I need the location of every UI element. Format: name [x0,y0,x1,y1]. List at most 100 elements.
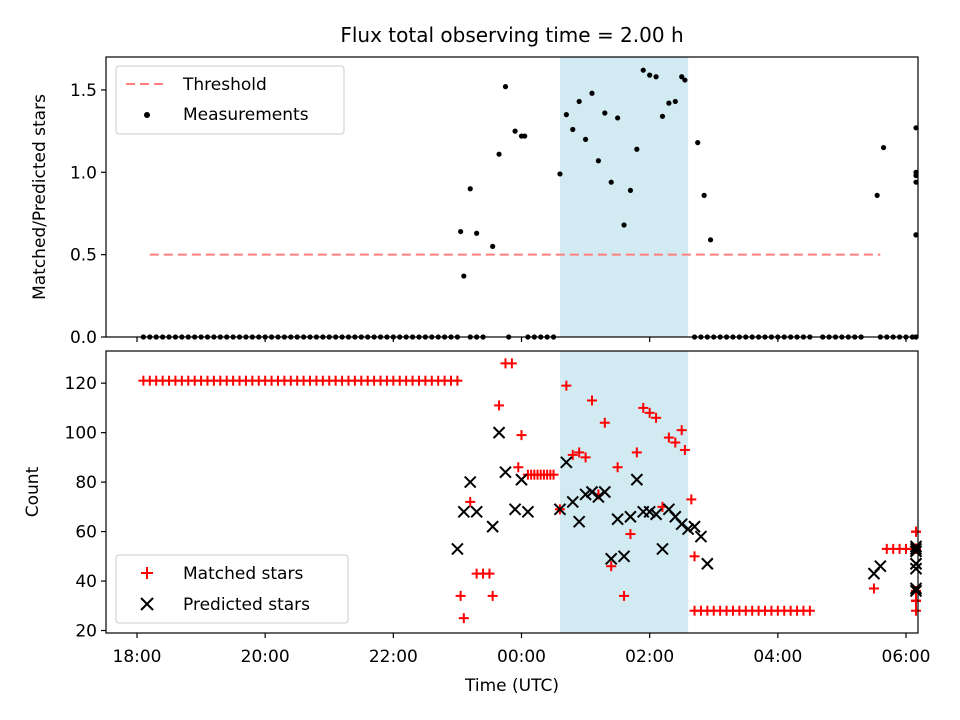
matched-star-point [506,358,517,369]
x-tick-label: 20:00 [241,647,290,667]
measurement-point [880,144,887,151]
matched-star-point [458,613,469,624]
x-tick-label: 06:00 [882,647,931,667]
predicted-star-point [464,475,477,489]
measurement-point [608,179,614,185]
predicted-star-point [624,510,637,523]
predicted-star-point [585,485,599,499]
predicted-star-point [579,488,592,501]
matched-star-point [548,469,559,480]
measurement-point [679,74,685,80]
matched-star-point [574,447,585,458]
measurement-point [461,273,467,279]
x-tick-label: 00:00 [497,647,546,667]
legend-measurements-label: Measurements [183,105,309,125]
measurement-point [570,126,576,133]
predicted-star-point [909,545,923,558]
ratio-legend-box [115,65,345,135]
measurement-point [615,115,621,121]
count-legend: Matched stars Predicted stars [115,554,349,624]
matched-star-point [561,380,572,391]
figure-title: Flux total observing time = 2.00 h [340,23,683,47]
ratio-panel: 0.0 0.5 1.0 1.5 Matched/Predicted stars Thr… [30,56,919,348]
measurement-point [458,228,464,235]
predicted-star-point [643,505,656,518]
predicted-star-point [681,522,695,536]
predicted-star-point [909,562,923,575]
predicted-star-point [605,552,618,565]
matched-star-point [911,526,921,537]
matched-star-point [804,605,815,616]
measurement-point [627,187,634,194]
ratio-legend: Threshold Measurements [115,65,345,135]
matched-star-point [911,595,921,606]
x-tick-label: 02:00 [625,647,674,667]
measurement-point [701,192,707,198]
matched-star-point [494,400,505,411]
matched-star-point [911,605,921,616]
predicted-star-point [457,505,471,518]
measurement-point [582,136,589,142]
predicted-star-point [909,542,923,556]
matched-star-point [580,452,591,463]
count-plot-frame [105,350,919,634]
legend-threshold-label: Threshold [182,75,267,95]
matched-star-point [679,444,690,455]
count-points [138,358,923,624]
measurement-point [647,72,653,78]
measurement-point [589,90,595,96]
ratio-y-tick-label: 0.5 [70,246,97,266]
matched-star-point [484,568,495,579]
matched-star-point [644,407,655,418]
predicted-star-point [486,520,499,533]
measurement-point [595,158,602,164]
measurement-point [707,237,714,243]
predicted-star-point [909,582,923,595]
predicted-star-point [515,473,528,486]
matched-star-point [689,551,700,562]
ratio-x-ticks [136,337,907,342]
count-y-tick-label: 80 [75,473,97,493]
legend-predicted-label: Predicted stars [183,595,310,615]
predicted-star-point [649,508,663,521]
x-tick-label: 04:00 [753,647,802,667]
x-tick-label: 22:00 [369,647,418,667]
ratio-y-tick-label: 1.0 [70,163,97,183]
measurement-point [640,67,646,73]
legend-measurements-swatch [144,112,150,118]
predicted-star-point [694,530,708,543]
legend-matched-label: Matched stars [183,564,303,584]
matched-star-point [868,583,879,594]
x-axis-label: Time (UTC) [464,676,559,696]
predicted-star-point [553,503,567,516]
predicted-star-point [572,515,586,528]
matched-star-point [606,561,617,572]
predicted-star-point [909,557,923,570]
measurement-point [666,100,672,106]
predicted-star-point [499,466,512,479]
predicted-star-point [874,560,887,573]
count-y-tick-label: 100 [65,424,97,444]
matched-star-point [686,494,697,505]
matched-star-point [619,590,630,601]
measurement-point [621,222,627,228]
matched-star-point [631,447,642,458]
predicted-star-point [521,505,535,518]
matched-star-point [599,417,610,428]
matched-star-point [670,437,681,448]
ratio-points [140,67,919,340]
matched-star-point [567,449,578,460]
predicted-star-point [617,550,631,563]
legend-matched-swatch [141,567,153,579]
predicted-star-point [560,456,573,469]
matched-star-point [516,430,527,441]
predicted-star-point [656,542,669,556]
matched-star-point [513,462,524,473]
ratio-y-tick-label: 0.0 [70,328,97,348]
count-y-axis-label: Count [23,466,43,517]
count-y-ticks: 20 40 60 80 100 120 [65,374,106,642]
measurement-point [913,179,919,185]
measurement-point [557,171,563,177]
ratio-plot-frame [105,56,919,338]
